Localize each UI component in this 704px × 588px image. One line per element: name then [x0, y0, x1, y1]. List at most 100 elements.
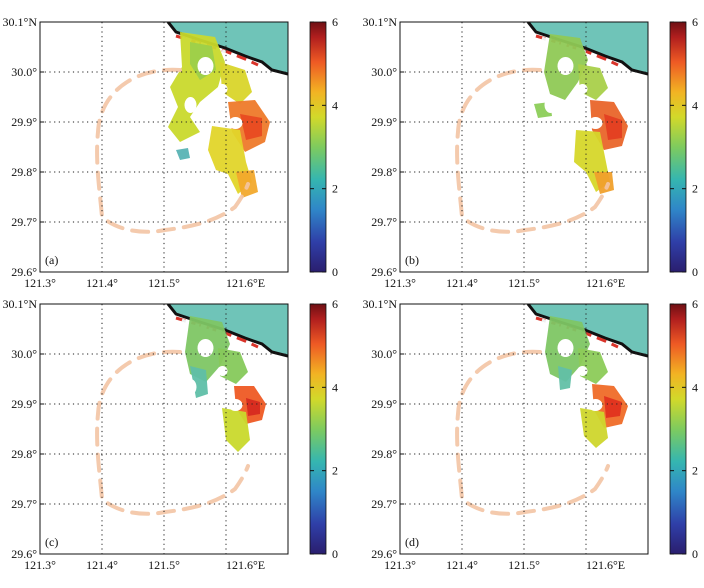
lat-tick-label: 30.1°N [363, 297, 398, 311]
island-4 [217, 366, 228, 376]
island-1 [557, 57, 574, 75]
colorbar-frame [309, 21, 327, 273]
value-patch-4 [604, 396, 622, 418]
island-2 [544, 379, 557, 395]
lat-tick-label: 30.1°N [363, 15, 398, 29]
colorbar-tick-label: 6 [692, 15, 698, 29]
map-panel-a: 30.1°N 30.0° 29.9° 29.8° 29.7° 29.6°121.3° 121… [3, 15, 338, 290]
lat-tick-label: 30.0° [11, 347, 37, 361]
lat-tick-label: 30.0° [371, 347, 397, 361]
map-panel-d: 30.1°N 30.0° 29.9° 29.8° 29.7° 29.6°121.3° 121… [363, 297, 698, 572]
colorbar-tick-label: 4 [332, 98, 338, 112]
island-1 [197, 57, 214, 75]
map-content [95, 304, 288, 516]
lat-tick-label: 30.0° [11, 65, 37, 79]
colorbar-fill [310, 304, 326, 554]
colorbar-tick-label: 0 [692, 547, 698, 561]
lon-tick-label: 121.6°E [226, 558, 265, 572]
lon-tick-label: 121.5° [508, 558, 540, 572]
lat-tick-label: 30.0° [371, 65, 397, 79]
map-frame [39, 303, 289, 555]
colorbar-tick-label: 0 [332, 265, 338, 279]
colorbar-tick-label: 6 [332, 297, 338, 311]
lat-tick-label: 29.8° [11, 165, 37, 179]
lat-tick-label: 29.8° [371, 447, 397, 461]
lon-tick-label: 121.3° [384, 276, 416, 290]
study-area-boundary [95, 67, 250, 234]
colorbar-tick-label: 0 [332, 547, 338, 561]
lon-tick-label: 121.3° [24, 276, 56, 290]
lat-tick-label: 30.1°N [3, 297, 38, 311]
lon-tick-label: 121.4° [86, 558, 118, 572]
map-frame [399, 303, 649, 555]
map-content [455, 22, 648, 234]
value-patch-4 [246, 398, 260, 416]
island-1 [197, 339, 214, 357]
panel-label: (d) [405, 535, 419, 549]
island-4 [217, 84, 228, 94]
colorbar-tick-label: 2 [692, 182, 698, 196]
coastline [526, 22, 648, 76]
island-2 [184, 97, 197, 113]
colorbar-fill [670, 304, 686, 554]
island-2 [184, 379, 197, 395]
panel-label: (b) [405, 253, 419, 267]
island-4 [577, 84, 588, 94]
colorbar-tick-label: 4 [332, 380, 338, 394]
island-3 [228, 117, 243, 129]
island-3 [228, 399, 243, 411]
colorbar-frame [669, 21, 687, 273]
map-frame [399, 21, 649, 273]
colorbar-tick-label: 2 [332, 182, 338, 196]
colorbar-tick-label: 2 [332, 464, 338, 478]
colorbar-fill [310, 22, 326, 272]
coastline [166, 304, 288, 358]
lon-tick-label: 121.6°E [586, 276, 625, 290]
study-area-boundary [455, 67, 610, 234]
lat-tick-label: 29.9° [11, 397, 37, 411]
lon-tick-label: 121.5° [148, 276, 180, 290]
map-panel-c: 30.1°N 30.0° 29.9° 29.8° 29.7° 29.6°121.3° 121… [3, 297, 338, 572]
lat-tick-label: 29.6° [11, 265, 37, 279]
lon-tick-label: 121.6°E [226, 276, 265, 290]
lon-tick-label: 121.4° [446, 558, 478, 572]
lat-tick-label: 29.7° [11, 497, 37, 511]
colorbar-tick-label: 4 [692, 380, 698, 394]
lat-tick-label: 29.7° [371, 497, 397, 511]
lat-tick-label: 29.9° [371, 397, 397, 411]
lat-tick-label: 29.9° [371, 115, 397, 129]
coastline [166, 22, 288, 76]
value-patch-5 [240, 114, 262, 140]
map-content [95, 22, 288, 234]
lon-tick-label: 121.5° [508, 276, 540, 290]
lat-tick-label: 29.7° [11, 215, 37, 229]
value-patch-6 [558, 366, 572, 390]
lon-tick-label: 121.3° [384, 558, 416, 572]
island-1 [557, 339, 574, 357]
value-patch-6 [594, 172, 614, 194]
map-panel-b: 30.1°N 30.0° 29.9° 29.8° 29.7° 29.6°121.3° 121… [363, 15, 698, 290]
map-frame [39, 21, 289, 273]
colorbar-tick-label: 6 [332, 15, 338, 29]
island-3 [588, 117, 603, 129]
lon-tick-label: 121.4° [86, 276, 118, 290]
coastline [526, 304, 648, 358]
colorbar-tick-label: 2 [692, 464, 698, 478]
lon-tick-label: 121.5° [148, 558, 180, 572]
colorbar-tick-label: 0 [692, 265, 698, 279]
lat-tick-label: 30.1°N [3, 15, 38, 29]
island-3 [588, 399, 603, 411]
lat-tick-label: 29.8° [11, 447, 37, 461]
lon-tick-label: 121.6°E [586, 558, 625, 572]
colorbar-tick-label: 6 [692, 297, 698, 311]
island-4 [577, 366, 588, 376]
panel-label: (a) [45, 253, 58, 267]
lat-tick-label: 29.6° [11, 547, 37, 561]
lon-tick-label: 121.4° [446, 276, 478, 290]
study-area-boundary [455, 349, 610, 516]
colorbar-frame [669, 303, 687, 555]
lon-tick-label: 121.3° [24, 558, 56, 572]
colorbar-fill [670, 22, 686, 272]
lat-tick-label: 29.9° [11, 115, 37, 129]
